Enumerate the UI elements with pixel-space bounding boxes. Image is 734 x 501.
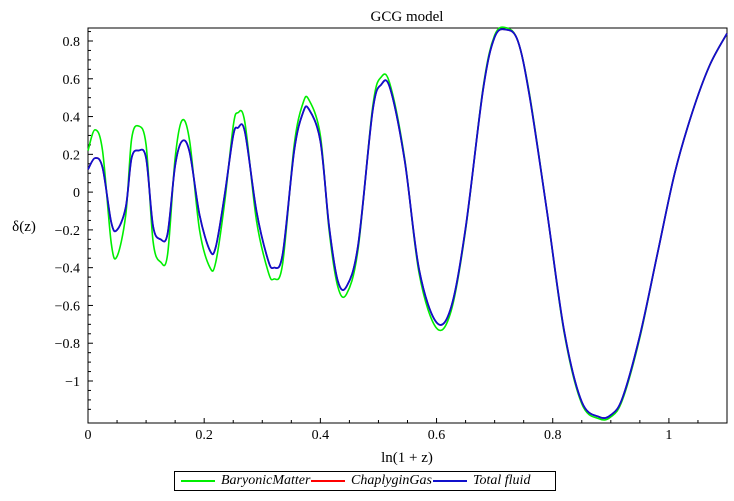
chart-title: GCG model [371, 9, 444, 25]
legend-swatch-total [433, 480, 467, 482]
y-tick-label: −0.4 [55, 262, 80, 277]
series-group [87, 26, 728, 421]
x-tick-label: 0.4 [312, 428, 330, 443]
y-tick-label: 0 [73, 186, 80, 201]
x-tick-label: 1 [665, 428, 672, 443]
y-tick-label: 0.2 [63, 148, 81, 163]
total-fluid-line [87, 28, 728, 419]
chaplygin-gas-line [87, 28, 728, 419]
legend-swatch-baryonic [181, 480, 215, 482]
y-tick-label: −1 [65, 375, 80, 390]
legend-label-chaplygin: ChaplyginGas [351, 473, 432, 488]
legend-item-total: Total fluid [433, 472, 551, 490]
y-tick-label: −0.6 [55, 299, 80, 314]
legend-swatch-chaplygin [311, 480, 345, 482]
legend-item-baryonic: BaryonicMatter [181, 472, 311, 490]
legend: BaryonicMatter ChaplyginGas Total fluid [174, 471, 556, 491]
baryonic-matter-line [87, 26, 728, 421]
x-tick-label: 0 [85, 428, 92, 443]
x-tick-label: 0.8 [544, 428, 562, 443]
legend-label-baryonic: BaryonicMatter [221, 473, 311, 488]
y-tick-label: −0.2 [55, 224, 80, 239]
legend-label-total: Total fluid [473, 473, 531, 488]
x-tick-label: 0.6 [428, 428, 446, 443]
x-axis-label: ln(1 + z) [381, 450, 433, 466]
y-axis-label: δ(z) [12, 219, 36, 235]
y-tick-label: 0.4 [63, 111, 81, 126]
y-axis: 0.8 0.6 0.4 0.2 0 −0.2 −0.4 −0.6 −0.8 −1 [55, 31, 93, 410]
y-tick-label: 0.8 [63, 35, 81, 50]
plot-frame [87, 27, 728, 424]
legend-item-chaplygin: ChaplyginGas [311, 472, 432, 490]
y-tick-label: 0.6 [63, 73, 81, 88]
y-tick-label: −0.8 [55, 337, 80, 352]
x-tick-label: 0.2 [195, 428, 213, 443]
x-axis: 0 0.2 0.4 0.6 0.8 1 [85, 418, 699, 443]
